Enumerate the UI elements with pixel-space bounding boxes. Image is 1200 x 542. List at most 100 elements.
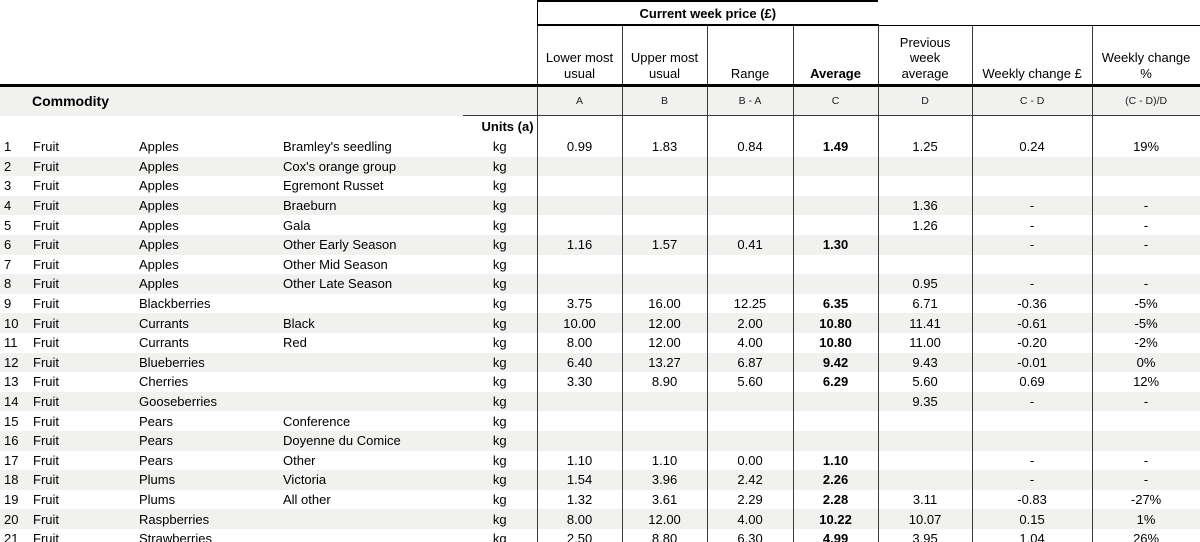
commodity-cell: Blackberries [139, 296, 211, 312]
units-cell: kg [492, 335, 507, 351]
table-row: 18 Fruit Plums Victoria kg 1.54 3.96 2.42 2.26 - - [0, 470, 1200, 490]
row-number: 20 [0, 509, 30, 529]
weekly-change-gbp-cell: 0.69 [971, 372, 1093, 392]
range-cell [706, 430, 794, 451]
average-cell: 10.22 [792, 509, 879, 529]
weekly-change-gbp-cell: 0.15 [971, 509, 1093, 529]
table-row: 12 Fruit Blueberries kg 6.40 13.27 6.87 9.42 9.4… [0, 352, 1200, 373]
weekly-change-gbp-cell: - [971, 195, 1093, 216]
table-row: 1 Fruit Apples Bramley's seedling kg 0.99 1.83… [0, 137, 1200, 157]
table-row: 3 Fruit Apples Egremont Russet kg [0, 176, 1200, 196]
prev-week-cell: 5.60 [877, 372, 973, 392]
weekly-change-gbp-cell: - [971, 234, 1093, 255]
column-header-lower-most-usual: Lower most usual [536, 24, 623, 87]
prev-week-cell [877, 470, 973, 490]
lower-usual-cell: 10.00 [536, 313, 623, 333]
variety-cell: Red [283, 335, 307, 351]
commodity-cell: Pears [139, 413, 173, 429]
prev-week-cell [877, 176, 973, 196]
average-cell [792, 274, 879, 294]
table-row: 16 Fruit Pears Doyenne du Comice kg [0, 430, 1200, 451]
units-cell: kg [492, 452, 507, 468]
commodity-label: Commodity [30, 85, 463, 116]
average-cell: 6.29 [792, 372, 879, 392]
variety-cell [280, 352, 463, 373]
units-row-blank [0, 116, 463, 138]
weekly-change-pct-cell: - [1091, 234, 1200, 255]
average-cell [792, 254, 879, 275]
commodity-cell: Apples [130, 274, 280, 294]
units-cell: kg [492, 296, 507, 312]
upper-usual-cell: 1.10 [621, 450, 708, 471]
weekly-change-pct-cell: - [1091, 391, 1200, 412]
range-cell [706, 176, 794, 196]
average-cell [792, 411, 879, 431]
column-header-weekly-change-gbp: Weekly change £ [971, 24, 1093, 87]
commodity-cell: Apples [139, 256, 179, 272]
table-row: 6 Fruit Apples Other Early Season kg 1.16 1.57… [0, 234, 1200, 255]
weekly-change-pct-cell [1091, 254, 1200, 275]
lower-usual-cell [536, 215, 623, 235]
average-cell: 1.30 [792, 234, 879, 255]
units-cell: kg [492, 491, 507, 507]
range-cell: 6.30 [706, 528, 794, 542]
group-header-row: Current week price (£) [0, 0, 1200, 26]
column-header-previous-week-average: Previous week average [877, 24, 973, 87]
average-cell: 1.49 [792, 137, 879, 157]
category-cell: Fruit [30, 313, 130, 333]
range-cell [706, 274, 794, 294]
weekly-change-pct-cell: - [1091, 195, 1200, 216]
table-row: 15 Fruit Pears Conference kg [0, 411, 1200, 431]
row-number: 19 [4, 491, 19, 507]
formula-cell-c-minus-d-over-d: (C - D)/D [1091, 85, 1200, 116]
weekly-change-pct-cell: 12% [1091, 372, 1200, 392]
variety-cell: Bramley's seedling [283, 139, 392, 155]
formula-cell-b-minus-a: B - A [706, 85, 794, 116]
commodity-cell: Apples [130, 234, 280, 255]
variety-cell: Gala [283, 217, 311, 233]
column-header-range: Range [706, 24, 794, 87]
weekly-change-pct-cell: - [1091, 450, 1200, 471]
weekly-change-gbp-cell [971, 156, 1093, 177]
table-row: 19 Fruit Plums All other kg 1.32 3.61 2.29 2.28 3… [0, 489, 1200, 510]
weekly-change-gbp-cell [971, 411, 1093, 431]
range-cell: 5.60 [706, 372, 794, 392]
commodity-cell: Blueberries [130, 352, 280, 373]
table-row: 8 Fruit Apples Other Late Season kg 0.95- - [0, 274, 1200, 294]
units-cell: kg [492, 256, 507, 272]
row-number: 6 [0, 234, 30, 255]
lower-usual-cell [536, 156, 623, 177]
average-cell: 4.99 [792, 528, 879, 542]
weekly-change-gbp-cell: - [971, 274, 1093, 294]
category-cell: Fruit [33, 296, 59, 312]
commodity-cell: Strawberries [130, 528, 280, 542]
variety-cell: Victoria [280, 470, 463, 490]
range-cell: 2.00 [706, 313, 794, 333]
upper-usual-cell [621, 215, 708, 235]
commodity-cell: Apples [139, 139, 179, 155]
units-cell: kg [463, 430, 538, 451]
weekly-change-pct-cell: -2% [1091, 332, 1200, 353]
variety-cell: All other [283, 491, 331, 507]
weekly-change-gbp-cell: 0.24 [971, 137, 1093, 157]
average-cell [792, 215, 879, 235]
variety-cell [280, 294, 463, 314]
variety-cell: Black [280, 313, 463, 333]
lower-usual-cell: 8.00 [536, 509, 623, 529]
variety-cell [280, 509, 463, 529]
row-number: 18 [0, 470, 30, 490]
prev-week-cell [877, 156, 973, 177]
row-number: 17 [4, 452, 19, 468]
weekly-change-pct-cell [1091, 411, 1200, 431]
range-cell: 4.00 [706, 509, 794, 529]
lower-usual-cell: 1.54 [536, 470, 623, 490]
lower-usual-cell [536, 195, 623, 216]
weekly-change-gbp-cell: - [971, 450, 1093, 471]
units-cell: kg [463, 195, 538, 216]
row-number: 15 [4, 413, 19, 429]
category-cell: Fruit [30, 274, 130, 294]
units-cell: kg [492, 178, 507, 194]
range-cell: 0.84 [706, 137, 794, 157]
category-cell: Fruit [33, 178, 59, 194]
